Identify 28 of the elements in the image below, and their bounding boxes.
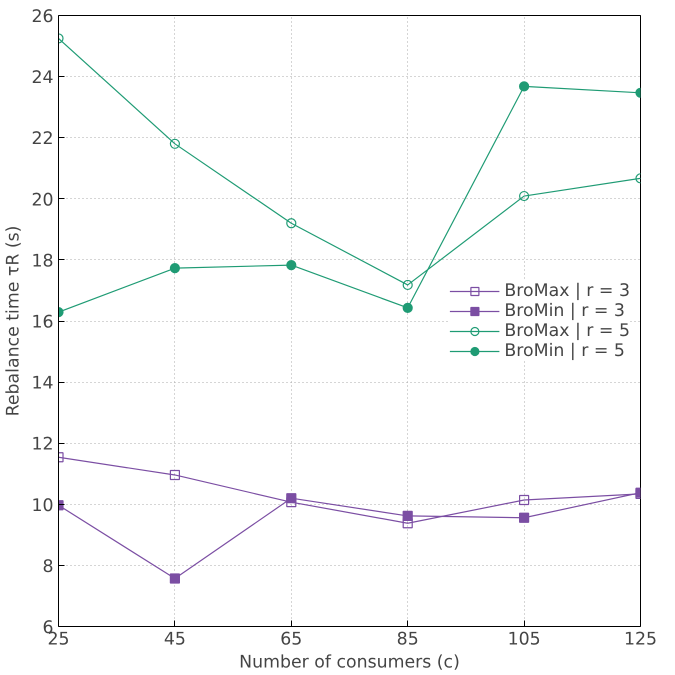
y-tick-label: 16 [31, 312, 54, 332]
legend-label: BroMin | r = 3 [504, 300, 625, 320]
x-tick-label: 125 [624, 630, 658, 650]
point [402, 518, 413, 528]
point [402, 280, 413, 290]
x-tick-label: 45 [164, 630, 186, 650]
y-tick-label: 20 [31, 190, 54, 210]
y-tick-label: 26 [31, 7, 54, 27]
point [286, 218, 296, 228]
y-tick-label: 24 [31, 68, 54, 88]
point [286, 260, 296, 270]
y-tick-label: 10 [31, 496, 54, 516]
legend-label: BroMax | r = 3 [504, 280, 630, 300]
y-tick-label: 14 [31, 374, 54, 394]
x-tick-label: 105 [508, 630, 541, 650]
y-tick-label: 12 [31, 434, 54, 455]
y-tick-label: 8 [42, 556, 54, 577]
x-tick-label: 65 [280, 630, 302, 650]
point [402, 510, 413, 522]
point [286, 493, 296, 504]
legend-label: BroMin | r = 5 [504, 340, 625, 360]
y-axis-title: Rebalance time τR (s) [3, 226, 24, 416]
point [402, 302, 413, 313]
legend-label: BroMax | r = 5 [504, 320, 630, 340]
y-tick-label: 22 [31, 129, 54, 150]
y-tick-label: 18 [31, 251, 54, 272]
x-tick-label: 85 [396, 630, 419, 650]
x-axis-title: Number of consumers (c) [239, 652, 460, 672]
